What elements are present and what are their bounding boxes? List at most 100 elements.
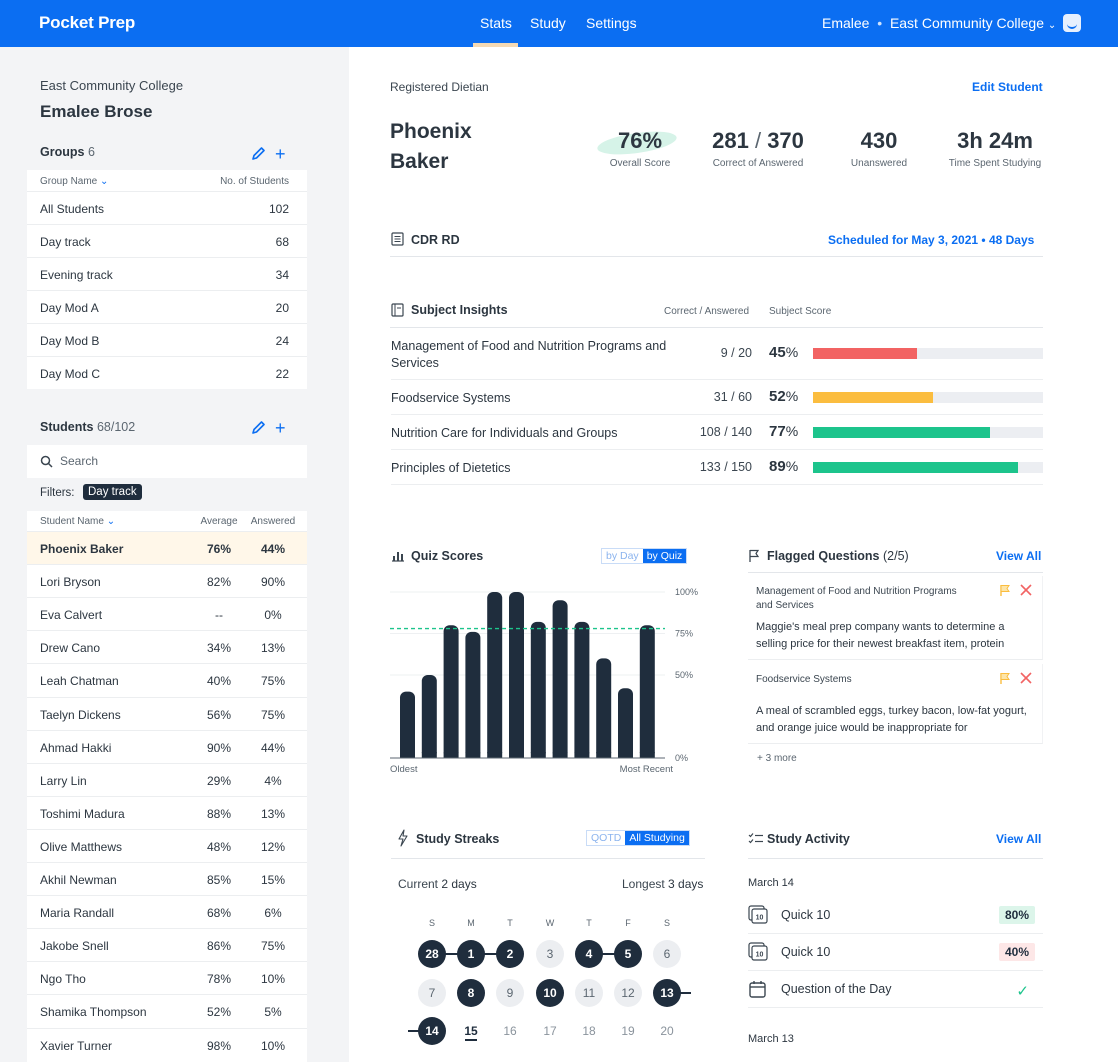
group-row[interactable]: Day Mod A 20	[27, 290, 307, 323]
student-row[interactable]: Jakobe Snell 86% 75%	[27, 928, 307, 961]
quiz-bar-base	[552, 752, 568, 758]
brand-logo[interactable]: Pocket Prep	[39, 13, 136, 32]
add-group-icon[interactable]: +	[275, 144, 286, 164]
flagged-question-text: Maggie's meal prep company wants to dete…	[756, 621, 1005, 650]
quiz-bar	[552, 600, 568, 758]
student-row[interactable]: Maria Randall 68% 6%	[27, 895, 307, 928]
calendar-day[interactable]: 17	[543, 1024, 557, 1038]
y-tick-label: 50%	[675, 670, 693, 680]
calendar-day[interactable]: 5	[614, 940, 642, 968]
students-count-header: No. of Students	[220, 176, 289, 187]
subject-row[interactable]: Foodservice Systems 31 / 60 52%	[391, 380, 1043, 415]
group-row[interactable]: Day track 68	[27, 224, 307, 257]
exam-schedule-link[interactable]: Scheduled for May 3, 2021 • 48 Days	[828, 233, 1035, 247]
group-name-header[interactable]: Group Name ⌄	[40, 176, 109, 187]
checklist-icon	[748, 833, 763, 844]
flagged-question[interactable]: Management of Food and Nutrition Program…	[748, 576, 1043, 660]
student-row[interactable]: Larry Lin 29% 4%	[27, 762, 307, 796]
flag-icon[interactable]	[999, 672, 1011, 685]
tab-settings[interactable]: Settings	[586, 15, 637, 31]
student-row[interactable]: Shamika Thompson 52% 5%	[27, 994, 307, 1027]
tab-study[interactable]: Study	[530, 15, 566, 31]
calendar-day[interactable]: 4	[575, 940, 603, 968]
toggle-qotd[interactable]: QOTD	[591, 832, 622, 844]
close-icon[interactable]	[1020, 584, 1032, 596]
activity-view-all[interactable]: View All	[996, 832, 1042, 846]
group-row[interactable]: Day Mod B 24	[27, 323, 307, 356]
calendar-day[interactable]: 15	[464, 1024, 478, 1038]
edit-student-link[interactable]: Edit Student	[972, 80, 1043, 94]
calendar-day[interactable]: 14	[418, 1017, 446, 1045]
toggle-by-day[interactable]: by Day	[606, 550, 639, 562]
day-of-week-label: S	[663, 918, 670, 928]
subject-row[interactable]: Management of Food and Nutrition Program…	[391, 336, 1043, 380]
calendar-day[interactable]: 6	[653, 940, 681, 968]
student-row[interactable]: Toshimi Madura 88% 13%	[27, 795, 307, 829]
student-name: Shamika Thompson	[40, 1005, 147, 1020]
student-row[interactable]: Olive Matthews 48% 12%	[27, 828, 307, 862]
activity-item[interactable]: Question of the Day ✓	[748, 971, 1043, 1008]
subject-row[interactable]: Principles of Dietetics 133 / 150 89%	[391, 450, 1043, 485]
overall-score-label: Overall Score	[609, 158, 671, 169]
student-name: Leah Chatman	[40, 674, 119, 689]
calendar-day[interactable]: 1	[457, 940, 485, 968]
calendar-day[interactable]: 20	[660, 1024, 674, 1038]
group-row[interactable]: All Students 102	[27, 191, 307, 224]
calendar-day[interactable]: 28	[418, 940, 446, 968]
toggle-by-quiz[interactable]: by Quiz	[642, 549, 687, 563]
student-row[interactable]: Eva Calvert -- 0%	[27, 597, 307, 630]
flagged-question[interactable]: Foodservice Systems A meal of scrambled e…	[748, 664, 1043, 744]
close-icon[interactable]	[1020, 672, 1032, 684]
tab-stats[interactable]: Stats	[480, 15, 512, 31]
calendar-day[interactable]: 16	[503, 1024, 517, 1038]
student-row[interactable]: Taelyn Dickens 56% 75%	[27, 696, 307, 730]
student-row[interactable]: Lori Bryson 82% 90%	[27, 564, 307, 597]
group-row[interactable]: Day Mod C 22	[27, 356, 307, 389]
chat-icon[interactable]	[1063, 14, 1081, 32]
student-row[interactable]: Phoenix Baker 76% 44%	[27, 531, 307, 564]
calendar-day[interactable]: 11	[575, 979, 603, 1007]
calendar-day[interactable]: 9	[496, 979, 524, 1007]
calendar-day[interactable]: 10	[536, 979, 564, 1007]
student-row[interactable]: Leah Chatman 40% 75%	[27, 663, 307, 696]
calendar-day[interactable]: 13	[653, 979, 681, 1007]
student-name-header[interactable]: Student Name ⌄	[40, 516, 116, 527]
search-input[interactable]: Search	[60, 454, 99, 468]
student-name: Maria Randall	[40, 906, 115, 921]
edit-groups-icon[interactable]	[251, 146, 266, 161]
day-of-week-label: W	[545, 918, 555, 928]
student-row[interactable]: Xavier Turner 98% 10%	[27, 1027, 307, 1061]
calendar-day[interactable]: 7	[418, 979, 446, 1007]
student-row[interactable]: Ahmad Hakki 90% 44%	[27, 729, 307, 763]
calendar-day[interactable]: 8	[457, 979, 485, 1007]
student-name: Phoenix Baker	[40, 542, 124, 556]
subject-score-bar	[813, 462, 1043, 473]
flag-icon[interactable]	[999, 584, 1011, 597]
student-row[interactable]: Akhil Newman 85% 15%	[27, 862, 307, 895]
activity-item[interactable]: 10 Quick 10 80%	[748, 897, 1043, 934]
calendar-day[interactable]: 12	[614, 979, 642, 1007]
toggle-all-studying[interactable]: All Studying	[625, 831, 689, 845]
student-search[interactable]: Search	[27, 445, 307, 478]
add-student-icon[interactable]: +	[275, 418, 286, 438]
answered-header[interactable]: Answered	[250, 516, 296, 527]
calendar-day[interactable]: 18	[582, 1024, 596, 1038]
day-of-week-label: T	[586, 918, 592, 928]
flagged-view-all[interactable]: View All	[996, 549, 1042, 563]
average-header[interactable]: Average	[200, 516, 238, 527]
student-row[interactable]: Drew Cano 34% 13%	[27, 630, 307, 663]
students-heading: Students 68/102	[40, 420, 136, 434]
student-average: 48%	[206, 839, 232, 854]
student-row[interactable]: Ngo Tho 78% 10%	[27, 961, 307, 994]
group-row[interactable]: Evening track 34	[27, 257, 307, 290]
subject-row[interactable]: Nutrition Care for Individuals and Group…	[391, 415, 1043, 450]
student-answered: 75%	[260, 674, 286, 689]
filter-chip-day-track[interactable]: Day track	[83, 484, 142, 500]
calendar-day[interactable]: 19	[621, 1024, 635, 1038]
activity-item[interactable]: 10 Quick 10 40%	[748, 934, 1043, 971]
flagged-more[interactable]: + 3 more	[757, 753, 797, 764]
calendar-day[interactable]: 2	[496, 940, 524, 968]
account-switcher[interactable]: Emalee • East Community College ⌄	[822, 15, 1057, 31]
edit-students-icon[interactable]	[251, 420, 266, 435]
calendar-day[interactable]: 3	[536, 940, 564, 968]
